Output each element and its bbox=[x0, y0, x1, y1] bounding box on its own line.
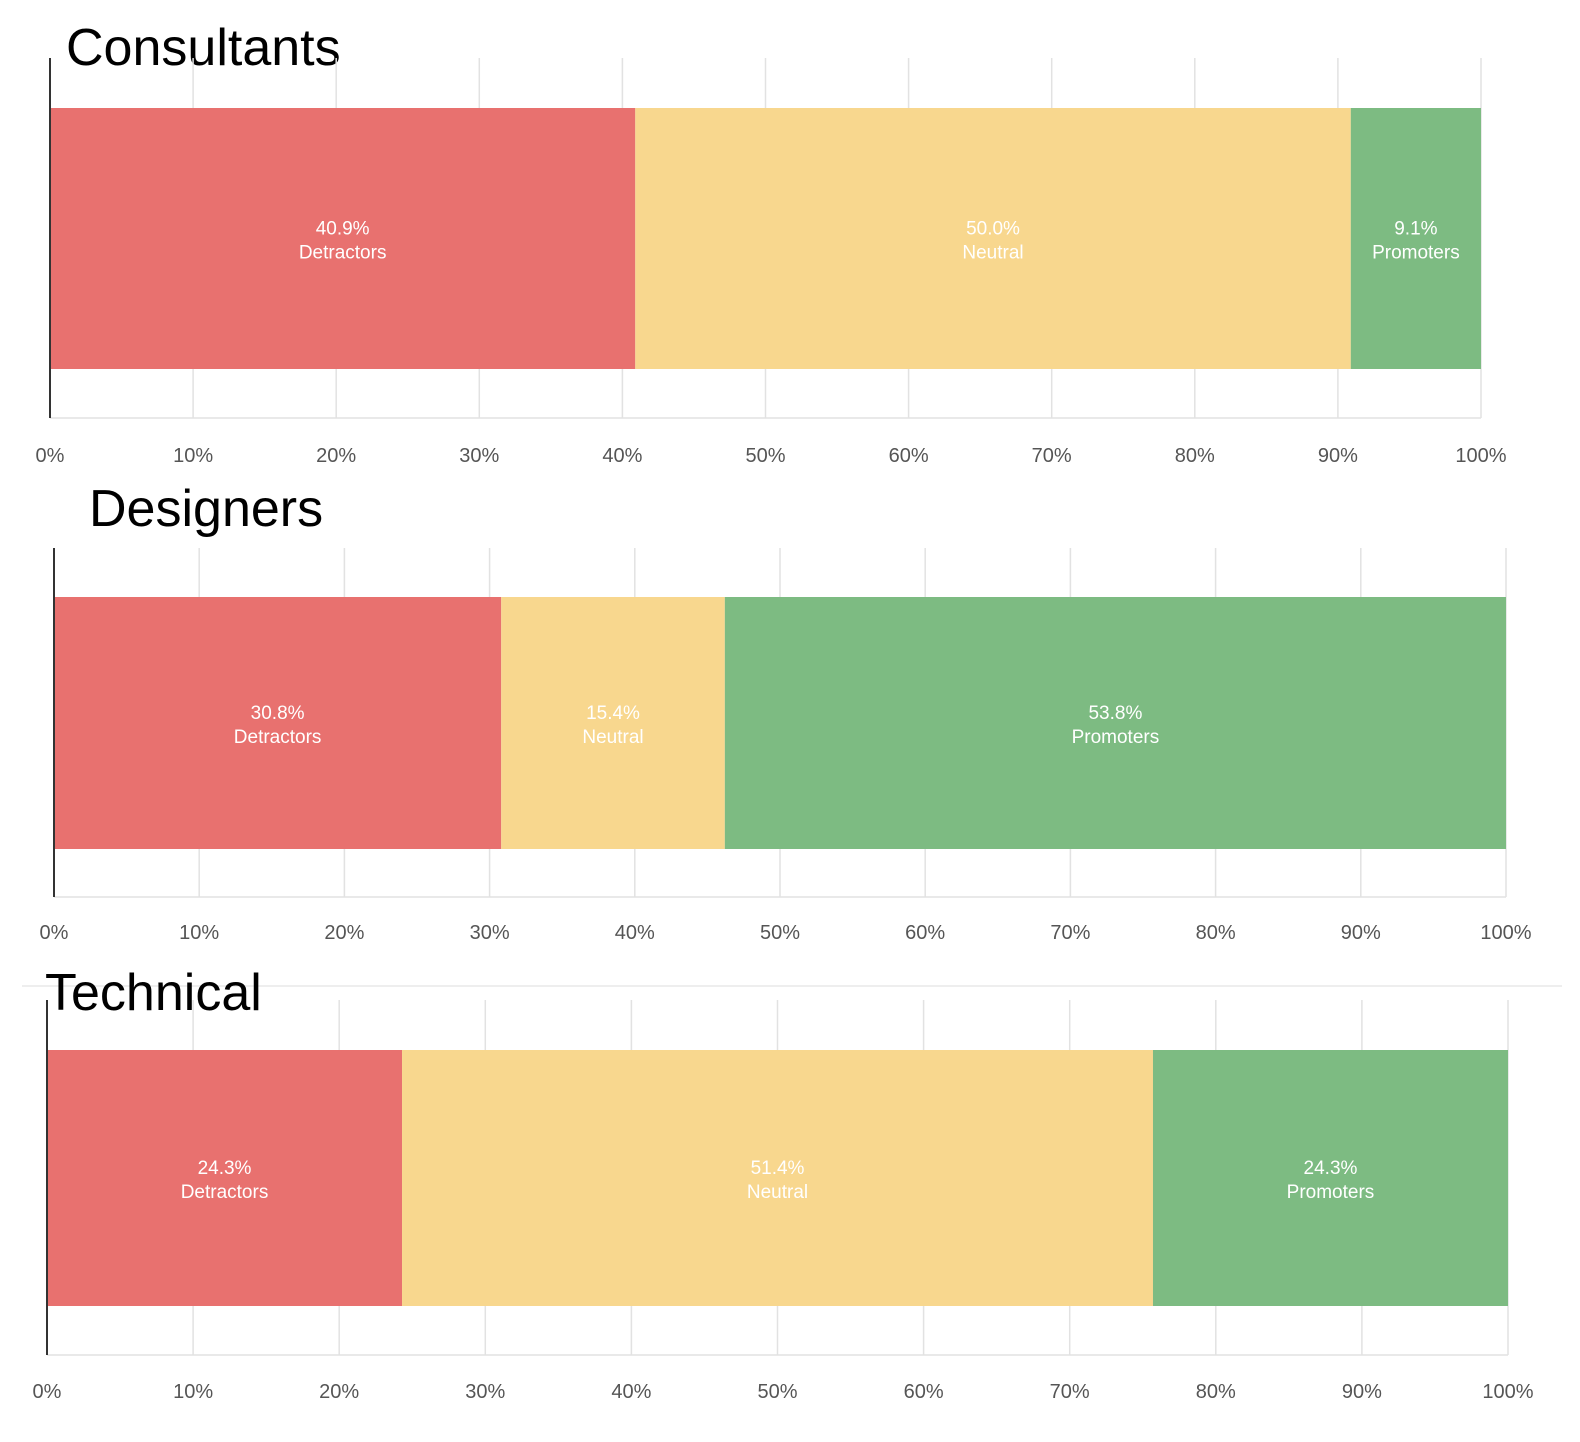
promoters-value-label: 24.3% bbox=[1304, 1158, 1358, 1179]
chart-plot: 0% 10% 20% 30% 40% 50% 60% 70% 80% 90% 100% 40.9% De… bbox=[36, 58, 1507, 467]
chart-title: Designers bbox=[89, 480, 324, 538]
promoters-category-label: Promoters bbox=[1287, 1182, 1375, 1203]
detractors-category-label: Detractors bbox=[299, 243, 387, 264]
x-tick-label: 40% bbox=[615, 922, 655, 944]
detractors-value-label: 30.8% bbox=[251, 703, 305, 724]
promoters-bar bbox=[724, 597, 1506, 849]
x-tick-label: 0% bbox=[40, 922, 69, 944]
x-tick-label: 100% bbox=[1482, 1381, 1533, 1403]
detractors-category-label: Detractors bbox=[181, 1182, 269, 1203]
detractors-bar bbox=[47, 1050, 403, 1306]
x-tick-label: 70% bbox=[1032, 445, 1072, 467]
chart-title: Consultants bbox=[66, 19, 341, 77]
x-tick-label: 40% bbox=[602, 445, 642, 467]
x-tick-label: 30% bbox=[470, 922, 510, 944]
neutral-category-label: Neutral bbox=[582, 727, 643, 748]
x-tick-label: 10% bbox=[179, 922, 219, 944]
x-tick-label: 10% bbox=[173, 1381, 213, 1403]
detractors-bar bbox=[54, 597, 502, 849]
neutral-bar bbox=[501, 597, 725, 849]
neutral-value-label: 51.4% bbox=[751, 1158, 805, 1179]
x-tick-label: 60% bbox=[905, 922, 945, 944]
designers-chart: Designers 0% 10% 20% 30% 40% 50% 60% 70% 80% 90% 1… bbox=[40, 480, 1532, 944]
detractors-value-label: 40.9% bbox=[316, 219, 370, 240]
x-tick-label: 20% bbox=[316, 445, 356, 467]
consultants-chart: Consultants 0% 10% 20% 30% 40% 50% 60% 70% 80% 90… bbox=[0, 0, 1580, 480]
promoters-value-label: 9.1% bbox=[1394, 219, 1437, 240]
x-tick-label: 10% bbox=[173, 445, 213, 467]
x-tick-label: 90% bbox=[1342, 1381, 1382, 1403]
x-tick-label: 70% bbox=[1050, 922, 1090, 944]
x-tick-label: 80% bbox=[1196, 1381, 1236, 1403]
x-tick-label: 80% bbox=[1175, 445, 1215, 467]
chart-plot: 0% 10% 20% 30% 40% 50% 60% 70% 80% 90% 100% 30.8% De… bbox=[40, 548, 1532, 944]
x-tick-label: 90% bbox=[1341, 922, 1381, 944]
chart-title: Technical bbox=[45, 964, 262, 1022]
x-tick-label: 50% bbox=[757, 1381, 797, 1403]
x-tick-label: 60% bbox=[904, 1381, 944, 1403]
x-tick-label: 80% bbox=[1196, 922, 1236, 944]
detractors-category-label: Detractors bbox=[234, 727, 322, 748]
x-tick-label: 30% bbox=[459, 445, 499, 467]
neutral-category-label: Neutral bbox=[962, 243, 1023, 264]
promoters-bar bbox=[1152, 1050, 1508, 1306]
promoters-value-label: 53.8% bbox=[1088, 703, 1142, 724]
x-tick-label: 50% bbox=[760, 922, 800, 944]
x-tick-label: 50% bbox=[745, 445, 785, 467]
x-tick-label: 70% bbox=[1050, 1381, 1090, 1403]
x-tick-label: 40% bbox=[611, 1381, 651, 1403]
x-tick-label: 20% bbox=[324, 922, 364, 944]
x-tick-label: 90% bbox=[1318, 445, 1358, 467]
x-tick-label: 30% bbox=[465, 1381, 505, 1403]
promoters-category-label: Promoters bbox=[1072, 727, 1160, 748]
x-tick-label: 20% bbox=[319, 1381, 359, 1403]
neutral-value-label: 15.4% bbox=[586, 703, 640, 724]
neutral-value-label: 50.0% bbox=[966, 219, 1020, 240]
x-tick-label: 100% bbox=[1480, 922, 1531, 944]
x-tick-label: 100% bbox=[1455, 445, 1506, 467]
promoters-bar bbox=[1350, 108, 1481, 369]
neutral-category-label: Neutral bbox=[747, 1182, 808, 1203]
detractors-bar bbox=[50, 108, 636, 369]
x-tick-label: 0% bbox=[36, 445, 65, 467]
neutral-bar bbox=[635, 108, 1351, 369]
detractors-value-label: 24.3% bbox=[198, 1158, 252, 1179]
section-divider bbox=[22, 985, 1562, 987]
x-tick-label: 0% bbox=[33, 1381, 62, 1403]
neutral-bar bbox=[402, 1050, 1153, 1306]
promoters-category-label: Promoters bbox=[1372, 243, 1460, 264]
x-tick-label: 60% bbox=[889, 445, 929, 467]
